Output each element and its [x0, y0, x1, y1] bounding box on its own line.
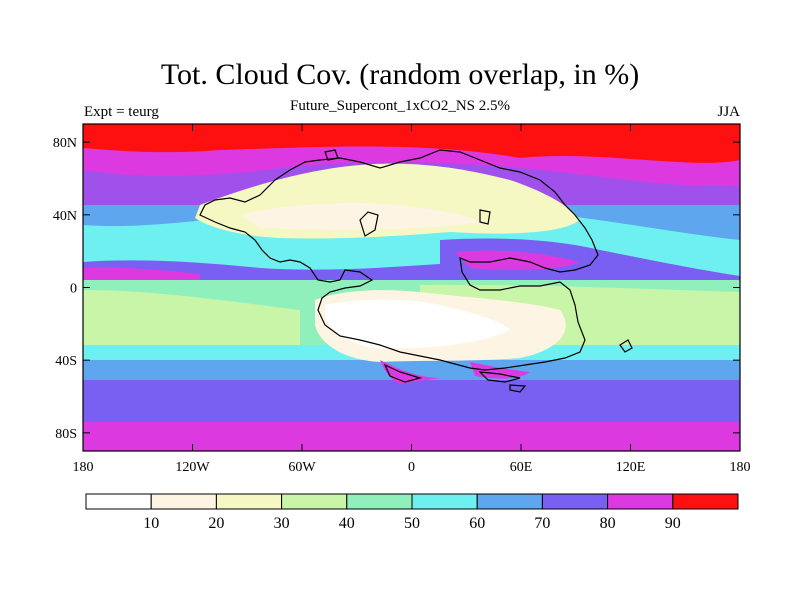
- colorbar: 10 20 30 40 50 60 70 80 90: [85, 493, 739, 532]
- lon-tick-label: 120E: [616, 460, 646, 475]
- colorbar-label: 40: [339, 515, 355, 532]
- colorbar-label: 30: [274, 515, 290, 532]
- lon-tick-label: 120W: [175, 460, 210, 475]
- latitude-axis: 80N 40N 0 40S 80S: [53, 136, 740, 442]
- colorbar-swatch: [541, 493, 609, 510]
- lon-tick-label: 180: [730, 460, 751, 475]
- colorbar-label: 60: [469, 515, 485, 532]
- coastline: [199, 149, 633, 393]
- season-label: JJA: [717, 104, 740, 120]
- plot-subtitle: Future_Supercont_1xCO2_NS 2.5%: [290, 98, 510, 114]
- colorbar-swatch: [85, 493, 152, 510]
- cloud-cover-field: [83, 124, 740, 451]
- experiment-label: Expt = teurg: [84, 104, 159, 120]
- lon-tick-label: 60E: [510, 460, 533, 475]
- lat-tick-label: 80S: [55, 427, 77, 442]
- colorbar-swatch: [476, 493, 543, 510]
- lat-tick-label: 80N: [53, 136, 77, 151]
- colorbar-label: 70: [534, 515, 550, 532]
- plot-title: Tot. Cloud Cov. (random overlap, in %): [160, 58, 640, 91]
- lat-tick-label: 0: [70, 282, 77, 297]
- lon-tick-label: 60W: [288, 460, 316, 475]
- lon-tick-label: 180: [73, 460, 94, 475]
- colorbar-label: 50: [404, 515, 420, 532]
- colorbar-label: 90: [665, 515, 681, 532]
- colorbar-swatch: [281, 493, 348, 510]
- colorbar-swatch: [346, 493, 413, 510]
- lat-tick-label: 40N: [53, 209, 77, 224]
- colorbar-label: 20: [208, 515, 224, 532]
- lat-tick-label: 40S: [55, 354, 77, 369]
- colorbar-swatch: [150, 493, 217, 510]
- lon-tick-label: 0: [408, 460, 415, 475]
- colorbar-label: 80: [600, 515, 616, 532]
- colorbar-swatch: [411, 493, 478, 510]
- colorbar-swatch: [215, 493, 283, 510]
- longitude-axis: 180 120W 60W 0 60E 120E 180: [73, 124, 751, 475]
- colorbar-swatch: [672, 493, 739, 510]
- colorbar-label: 10: [143, 515, 159, 532]
- colorbar-swatch: [607, 493, 674, 510]
